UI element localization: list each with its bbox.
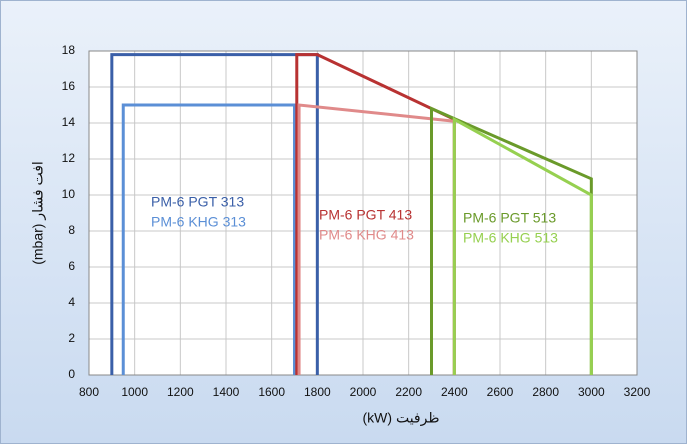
x-tick-label: 2800 [532, 385, 559, 399]
x-tick-label: 2400 [441, 385, 468, 399]
series-label: PM-6 PGT 313 [151, 194, 244, 210]
x-axis-title: ظرفیت (kW) [363, 410, 440, 427]
y-tick-label: 0 [68, 367, 75, 381]
y-tick-label: 16 [62, 79, 76, 93]
y-tick-label: 18 [62, 43, 76, 57]
series-label: PM-6 PGT 513 [463, 210, 556, 226]
x-tick-label: 1200 [167, 385, 194, 399]
y-tick-label: 8 [68, 223, 75, 237]
series-line [452, 116, 593, 375]
x-tick-label: 2200 [395, 385, 422, 399]
plot-border [88, 50, 638, 376]
series-label: PM-6 PGT 413 [319, 207, 412, 223]
x-tick-label: 800 [79, 385, 99, 399]
y-axis-title: افت فشار (mbar) [30, 161, 47, 265]
x-tick-label: 1000 [121, 385, 148, 399]
y-tick-label: 2 [68, 331, 75, 345]
series-label: PM-6 KHG 513 [463, 230, 558, 246]
y-tick-label: 14 [62, 115, 76, 129]
series-line [121, 103, 296, 375]
x-tick-label: 1600 [258, 385, 285, 399]
y-tick-label: 10 [62, 187, 76, 201]
series-label: PM-6 KHG 413 [319, 227, 414, 243]
x-tick-label: 3000 [578, 385, 605, 399]
x-tick-label: 1800 [304, 385, 331, 399]
x-tick-label: 3200 [624, 385, 651, 399]
series-label: PM-6 KHG 313 [151, 214, 246, 230]
y-tick-label: 12 [62, 151, 76, 165]
x-tick-label: 2600 [487, 385, 514, 399]
x-tick-label: 1400 [213, 385, 240, 399]
y-tick-label: 4 [68, 295, 75, 309]
x-tick-label: 2000 [350, 385, 377, 399]
series-line [110, 53, 319, 375]
y-tick-label: 6 [68, 259, 75, 273]
